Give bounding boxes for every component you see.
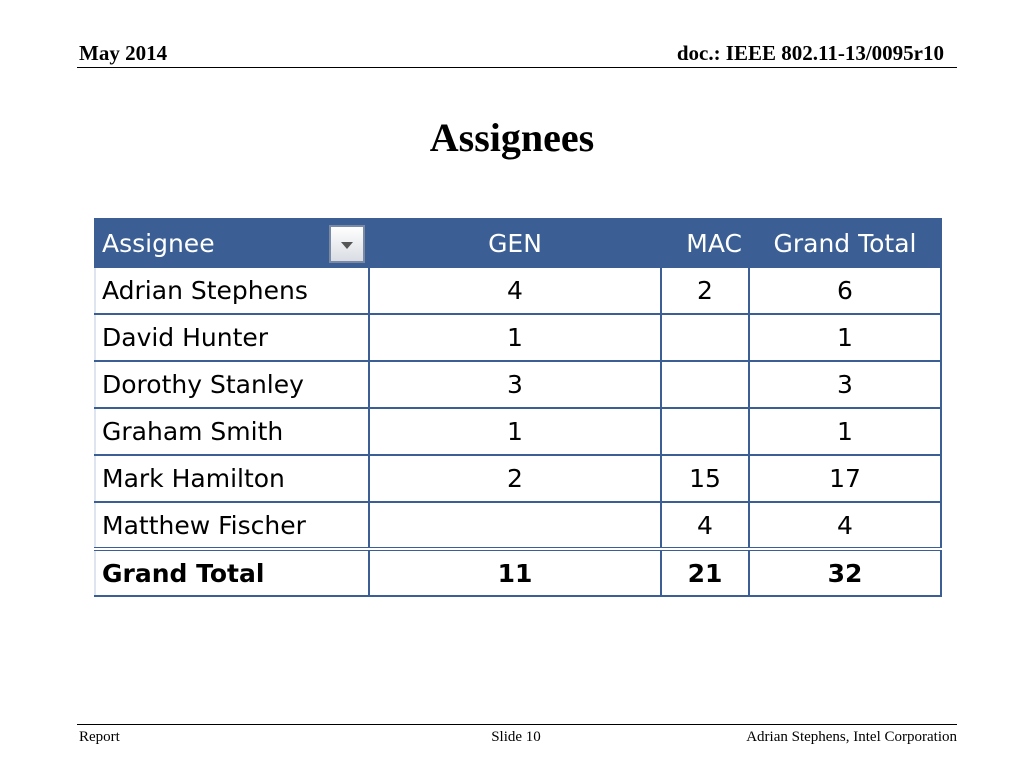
table-row: Mark Hamilton 2 15 17 [94,454,942,503]
total-cell[interactable]: 6 [748,266,942,315]
assignee-cell[interactable]: David Hunter [94,313,370,362]
assignee-cell[interactable]: Matthew Fischer [94,501,370,550]
column-header-grand-total: Grand Total [748,218,942,268]
footer-divider [77,724,957,725]
pivot-header-row: Assignee GEN MAC Grand Total [94,218,942,268]
mac-cell[interactable] [660,360,750,409]
header-doc-id: doc.: IEEE 802.11-13/0095r10 [676,41,944,65]
gen-cell[interactable] [368,501,662,550]
assignee-cell[interactable]: Graham Smith [94,407,370,456]
assignee-filter-button[interactable] [329,225,365,263]
gen-cell[interactable]: 1 [368,407,662,456]
gen-cell[interactable]: 3 [368,360,662,409]
grand-total-mac[interactable]: 21 [660,547,750,597]
header-divider [77,67,957,68]
mac-cell[interactable]: 15 [660,454,750,503]
grand-total-row: Grand Total 11 21 32 [94,547,942,597]
table-row: Adrian Stephens 4 2 6 [94,266,942,315]
total-cell[interactable]: 1 [748,313,942,362]
mac-cell[interactable] [660,407,750,456]
header-date: May 2014 [79,41,168,65]
total-cell[interactable]: 1 [748,407,942,456]
total-cell[interactable]: 3 [748,360,942,409]
table-row: Matthew Fischer 4 4 [94,501,942,550]
assignee-cell[interactable]: Dorothy Stanley [94,360,370,409]
grand-total-total[interactable]: 32 [748,547,942,597]
grand-total-gen[interactable]: 11 [368,547,662,597]
gen-cell[interactable]: 2 [368,454,662,503]
footer-slide-number: Slide 10 [491,729,541,745]
column-header-assignee-label: Assignee [102,228,215,258]
assignee-cell[interactable]: Mark Hamilton [94,454,370,503]
mac-cell[interactable]: 2 [660,266,750,315]
mac-cell[interactable] [660,313,750,362]
grand-total-label[interactable]: Grand Total [94,547,370,597]
table-row: Dorothy Stanley 3 3 [94,360,942,409]
column-header-gen: GEN [368,218,662,268]
footer-author: Adrian Stephens, Intel Corporation [746,729,957,745]
total-cell[interactable]: 17 [748,454,942,503]
table-row: David Hunter 1 1 [94,313,942,362]
assignee-cell[interactable]: Adrian Stephens [94,266,370,315]
column-header-mac: MAC [660,218,750,268]
pivot-table: Assignee GEN MAC Grand Total Adrian Step… [94,218,942,597]
mac-cell[interactable]: 4 [660,501,750,550]
slide-title: Assignees [429,115,595,160]
total-cell[interactable]: 4 [748,501,942,550]
footer-report: Report [79,729,120,745]
table-row: Graham Smith 1 1 [94,407,942,456]
gen-cell[interactable]: 4 [368,266,662,315]
column-header-assignee: Assignee [94,218,370,268]
dropdown-arrow-icon [341,242,353,249]
gen-cell[interactable]: 1 [368,313,662,362]
